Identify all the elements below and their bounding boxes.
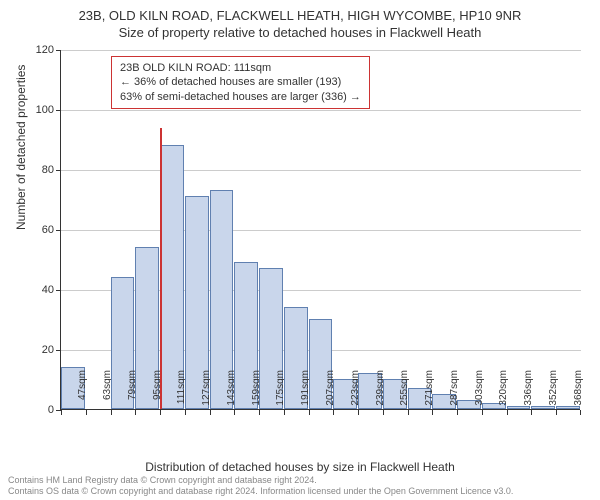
x-tick-mark bbox=[234, 410, 235, 415]
x-tick-mark bbox=[185, 410, 186, 415]
reference-marker-line bbox=[160, 128, 162, 409]
x-tick-mark bbox=[432, 410, 433, 415]
x-tick-mark bbox=[358, 410, 359, 415]
footer-line-1: Contains HM Land Registry data © Crown c… bbox=[8, 475, 513, 486]
y-tick-mark bbox=[56, 170, 61, 171]
x-tick-mark bbox=[556, 410, 557, 415]
x-tick-mark bbox=[135, 410, 136, 415]
x-tick-mark bbox=[482, 410, 483, 415]
annotation-box: 23B OLD KILN ROAD: 111sqm← 36% of detach… bbox=[111, 56, 370, 109]
grid-line bbox=[61, 50, 581, 51]
x-tick-mark bbox=[507, 410, 508, 415]
annotation-line: 23B OLD KILN ROAD: 111sqm bbox=[120, 61, 361, 75]
x-tick-mark bbox=[210, 410, 211, 415]
footer-attribution: Contains HM Land Registry data © Crown c… bbox=[8, 475, 513, 497]
y-tick-label: 40 bbox=[24, 284, 54, 296]
x-tick-mark bbox=[259, 410, 260, 415]
x-tick-mark bbox=[408, 410, 409, 415]
y-tick-mark bbox=[56, 350, 61, 351]
y-tick-label: 100 bbox=[24, 104, 54, 116]
x-tick-mark bbox=[111, 410, 112, 415]
y-tick-label: 60 bbox=[24, 224, 54, 236]
y-tick-mark bbox=[56, 50, 61, 51]
grid-line bbox=[61, 230, 581, 231]
y-tick-label: 0 bbox=[24, 404, 54, 416]
x-tick-mark bbox=[333, 410, 334, 415]
x-tick-mark bbox=[160, 410, 161, 415]
x-tick-mark bbox=[284, 410, 285, 415]
x-tick-mark bbox=[457, 410, 458, 415]
x-tick-mark bbox=[531, 410, 532, 415]
x-tick-label: 368sqm bbox=[573, 370, 584, 415]
y-tick-mark bbox=[56, 290, 61, 291]
x-axis-label: Distribution of detached houses by size … bbox=[0, 460, 600, 474]
x-tick-mark bbox=[61, 410, 62, 415]
y-tick-mark bbox=[56, 110, 61, 111]
y-tick-label: 20 bbox=[24, 344, 54, 356]
plot-area: 47sqm63sqm79sqm95sqm111sqm127sqm143sqm15… bbox=[60, 50, 580, 410]
x-tick-mark bbox=[86, 410, 87, 415]
grid-line bbox=[61, 110, 581, 111]
x-tick-mark bbox=[383, 410, 384, 415]
annotation-line: 63% of semi-detached houses are larger (… bbox=[120, 90, 361, 104]
x-tick-mark bbox=[580, 410, 581, 415]
y-axis-label: Number of detached properties bbox=[14, 65, 28, 230]
chart-container: 47sqm63sqm79sqm95sqm111sqm127sqm143sqm15… bbox=[60, 50, 580, 410]
chart-title-sub: Size of property relative to detached ho… bbox=[0, 23, 600, 40]
y-tick-label: 80 bbox=[24, 164, 54, 176]
annotation-line: ← 36% of detached houses are smaller (19… bbox=[120, 75, 361, 89]
x-tick-label: 47sqm bbox=[77, 370, 88, 415]
y-tick-mark bbox=[56, 230, 61, 231]
chart-title-main: 23B, OLD KILN ROAD, FLACKWELL HEATH, HIG… bbox=[0, 0, 600, 23]
x-tick-mark bbox=[309, 410, 310, 415]
grid-line bbox=[61, 170, 581, 171]
footer-line-2: Contains OS data © Crown copyright and d… bbox=[8, 486, 513, 497]
y-tick-label: 120 bbox=[24, 44, 54, 56]
